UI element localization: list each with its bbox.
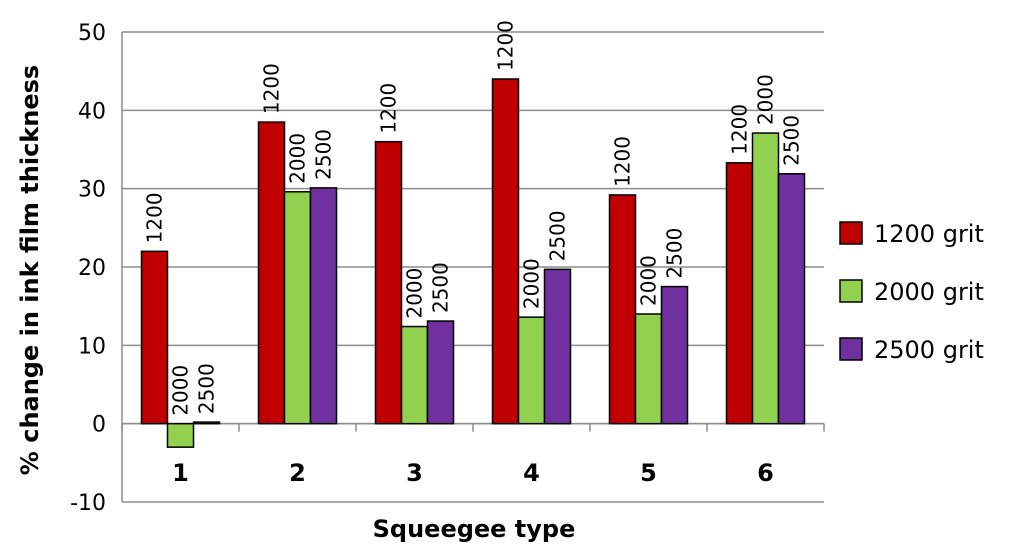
x-tick-label: 4 — [523, 459, 540, 487]
bar-1200-3 — [374, 140, 403, 425]
bar-2500-6 — [777, 173, 806, 425]
bar-2000-1 — [166, 422, 195, 448]
legend-label-2500: 2500 grit — [874, 336, 984, 364]
bar-2500-2 — [309, 187, 338, 425]
bar-2500-5 — [660, 285, 689, 425]
bar-label-1200-4: 1200 — [494, 20, 518, 71]
bar-label-1200-1: 1200 — [143, 192, 167, 243]
tick-labels: -10 0 10 20 30 40 50 1 2 3 4 5 6 — [70, 21, 774, 516]
bar-2500-4 — [543, 268, 572, 425]
legend: 1200 grit 2000 grit 2500 grit — [839, 220, 984, 364]
x-tick-label: 2 — [289, 459, 306, 487]
bar-2000-4 — [517, 316, 546, 425]
legend-label-1200: 1200 grit — [874, 220, 984, 248]
bar-2500-3 — [426, 320, 455, 425]
x-axis-title: Squeegee type — [373, 515, 576, 543]
bar-2000-2 — [283, 191, 312, 425]
bar-2000-5 — [634, 313, 663, 425]
bar-2000-6 — [751, 132, 780, 425]
y-tick-label: 40 — [78, 99, 106, 124]
y-tick-label: -10 — [70, 491, 106, 516]
y-tick-label: 0 — [92, 413, 106, 438]
bar-label-1200-2: 1200 — [260, 63, 284, 114]
bar-label-2500-1: 2500 — [195, 363, 219, 414]
bar-label-2500-2: 2500 — [312, 129, 336, 180]
legend-swatch-1200 — [839, 221, 863, 245]
y-axis-title: % change in ink film thickness — [16, 65, 44, 475]
legend-label-2000: 2000 grit — [874, 278, 984, 306]
x-tick-label: 3 — [406, 459, 423, 487]
bar-label-1200-3: 1200 — [377, 83, 401, 134]
bar-label-2500-6: 2500 — [780, 115, 804, 166]
bar-label-2000-4: 2000 — [520, 258, 544, 309]
y-tick-label: 20 — [78, 256, 106, 281]
bar-1200-6 — [725, 162, 754, 425]
bar-label-2500-3: 2500 — [429, 262, 453, 313]
bar-1200-5 — [608, 194, 637, 425]
bars — [140, 78, 806, 448]
x-tick-label: 6 — [757, 459, 774, 487]
x-tick-label: 5 — [640, 459, 657, 487]
bar-label-2000-5: 2000 — [637, 255, 661, 306]
bar-label-1200-5: 1200 — [611, 136, 635, 187]
bar-label-2000-2: 2000 — [286, 133, 310, 184]
y-tick-label: 50 — [78, 21, 106, 46]
bar-label-2500-4: 2500 — [546, 210, 570, 261]
axes — [121, 32, 825, 502]
y-tick-label: 30 — [78, 178, 106, 203]
bar-label-1200-6: 1200 — [728, 104, 752, 155]
bar-label-2000-6: 2000 — [754, 74, 778, 125]
bar-2000-3 — [400, 325, 429, 425]
bar-1200-2 — [257, 121, 286, 425]
bar-1200-4 — [491, 78, 520, 425]
bar-label-2000-1: 2000 — [169, 365, 193, 416]
bar-label-2500-5: 2500 — [663, 228, 687, 279]
bar-1200-1 — [140, 250, 169, 425]
bar-2500-1 — [192, 421, 221, 425]
legend-swatch-2500 — [839, 337, 863, 361]
bar-label-2000-3: 2000 — [403, 268, 427, 319]
legend-swatch-2000 — [839, 279, 863, 303]
x-tick-label: 1 — [172, 459, 189, 487]
y-tick-label: 10 — [78, 334, 106, 359]
